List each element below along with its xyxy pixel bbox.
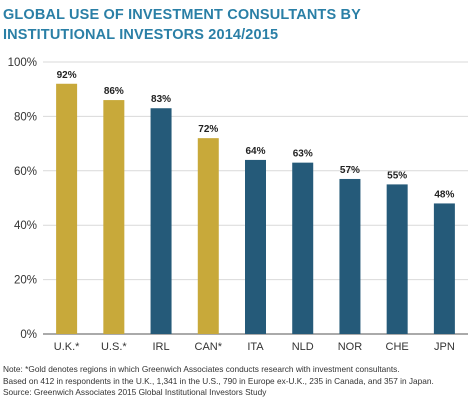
- y-tick-label: 40%: [14, 220, 37, 232]
- x-tick-label: JPN: [434, 341, 455, 353]
- footnote: Note: *Gold denotes regions in which Gre…: [3, 364, 473, 399]
- bar: [56, 83, 78, 334]
- x-tick-label: ITA: [247, 341, 264, 353]
- data-label: 48%: [434, 189, 454, 200]
- bar: [386, 184, 408, 334]
- data-label: 83%: [151, 94, 171, 105]
- x-tick-label: CAN*: [195, 341, 223, 353]
- x-tick-label: CHE: [386, 341, 409, 353]
- data-labels: 92% 86% 83% 72% 64% 63% 57% 55% 48%: [57, 70, 455, 201]
- bars: [56, 83, 455, 334]
- x-tick-label: U.K.*: [54, 341, 80, 353]
- y-tick-label: 60%: [14, 166, 37, 178]
- chart-title: GLOBAL USE OF INVESTMENT CONSULTANTS BY …: [3, 5, 471, 45]
- y-tick-label: 100%: [8, 57, 37, 69]
- bar: [197, 138, 219, 334]
- data-label: 57%: [340, 165, 360, 176]
- footnote-respondents: Based on 412 in respondents in the U.K.,…: [3, 375, 434, 386]
- data-label: 64%: [245, 146, 265, 157]
- y-tick-label: 80%: [14, 111, 37, 123]
- bar: [150, 108, 172, 334]
- footnote-source: Source: Greenwich Associates 2015 Global…: [3, 387, 267, 397]
- x-tick-label: IRL: [152, 341, 169, 353]
- y-axis-tick-labels: 0% 20% 40% 60% 80% 100%: [8, 57, 37, 341]
- x-tick-label: U.S.*: [101, 341, 127, 353]
- data-label: 86%: [104, 86, 124, 97]
- chart-title-line-2: INSTITUTIONAL INVESTORS 2014/2015: [3, 27, 279, 43]
- bar: [103, 100, 125, 334]
- data-label: 55%: [387, 170, 407, 181]
- x-tick-label: NOR: [338, 341, 363, 353]
- x-axis-tick-labels: U.K.* U.S.* IRL CAN* ITA NLD NOR CHE JPN: [54, 341, 455, 353]
- data-label: 72%: [198, 124, 218, 135]
- chart-title-line-1: GLOBAL USE OF INVESTMENT CONSULTANTS BY: [3, 7, 361, 23]
- y-tick-label: 20%: [14, 275, 37, 287]
- x-tick-label: NLD: [292, 341, 314, 353]
- footnote-note: Note: *Gold denotes regions in which Gre…: [3, 364, 400, 374]
- data-label: 92%: [57, 70, 77, 81]
- bar: [292, 162, 314, 334]
- bar: [433, 203, 455, 334]
- data-label: 63%: [293, 149, 313, 160]
- y-tick-label: 0%: [20, 329, 37, 341]
- bar-chart: 0% 20% 40% 60% 80% 100% 92% 86% 83% 72% 64% 63% 57%…: [8, 57, 468, 353]
- bar: [245, 159, 266, 334]
- bar: [339, 178, 361, 334]
